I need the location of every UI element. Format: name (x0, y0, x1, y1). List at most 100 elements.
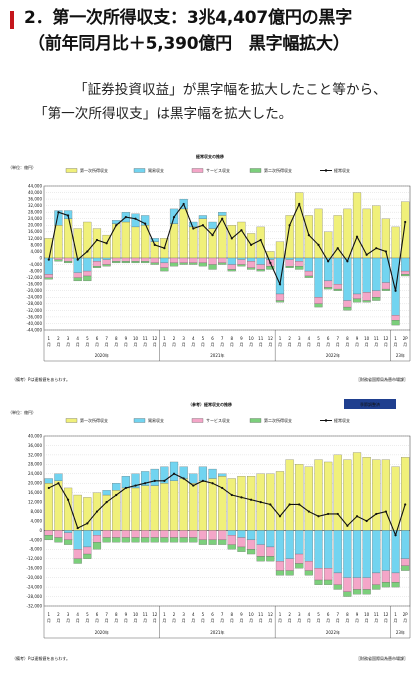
month-label: 6 (211, 336, 214, 341)
bar-segment (121, 487, 130, 531)
month-suffix: 月 (307, 342, 311, 347)
current-account-point (336, 512, 339, 516)
month-suffix: 月 (134, 618, 138, 623)
bar-segment (247, 476, 256, 531)
month-label: 12 (268, 612, 274, 617)
bar-segment (208, 264, 217, 270)
bar-segment (237, 537, 246, 548)
bar-segment (314, 459, 323, 531)
bar-segment (150, 530, 159, 538)
bar-segment (372, 459, 381, 531)
month-label: 1 (279, 612, 282, 617)
y-tick-label: -8,000 (29, 547, 42, 552)
bar-segment (92, 542, 102, 550)
y-tick-label: 16,000 (28, 229, 42, 234)
month-label: 7 (336, 612, 339, 617)
bar-segment (391, 226, 400, 259)
bar-segment (304, 530, 313, 562)
bar-segment (343, 208, 352, 259)
y-tick-label: 12,000 (28, 500, 42, 505)
month-label: 2 (288, 612, 291, 617)
month-label: 10 (364, 336, 370, 341)
bar-segment (64, 261, 73, 264)
bar-segment (218, 262, 227, 265)
bar-segment (362, 292, 371, 301)
current-account-point (66, 214, 70, 217)
legend-label: 第二次所得収支 (264, 417, 292, 423)
current-account-point (365, 519, 368, 523)
bar-segment (247, 261, 256, 268)
bar-segment (247, 530, 256, 541)
current-account-point (66, 498, 70, 501)
legend-label: 第二次所得収支 (264, 167, 292, 173)
bar-segment (169, 530, 179, 538)
summary-text: 「証券投資収益」が黒字幅を拡大したこと等から、「第一次所得収支」は黒字幅を拡大し… (34, 82, 387, 122)
month-suffix: 月 (201, 618, 205, 623)
current-account-point (230, 237, 233, 240)
current-account-point (346, 260, 349, 263)
month-suffix: 月 (95, 342, 99, 347)
month-suffix: 月 (365, 342, 369, 347)
heading-line-2: （前年同月比＋5,390億円 黒字幅拡大） (28, 34, 350, 54)
month-label: 1 (279, 336, 282, 341)
bar-segment (112, 223, 121, 259)
current-account-point (355, 515, 359, 518)
bar-segment (401, 270, 410, 275)
month-label: 7 (221, 612, 224, 617)
bar-segment (275, 570, 285, 576)
bar-segment (237, 259, 246, 265)
y-tick-label: 8,000 (31, 242, 43, 247)
month-suffix: 月 (297, 618, 301, 623)
bar-segment (169, 257, 179, 264)
bar-segment (218, 530, 227, 541)
month-label: 6 (96, 336, 99, 341)
month-label: 6 (327, 612, 330, 617)
month-label: 6 (211, 612, 214, 617)
bar-segment (333, 572, 342, 585)
legend-marker (324, 169, 328, 172)
y-tick-label: -28,000 (27, 594, 43, 599)
month-label: 12 (152, 336, 158, 341)
y-tick-label: -16,000 (27, 282, 43, 287)
bar-segment (131, 537, 140, 543)
bar-segment (198, 539, 207, 545)
bar-segment (102, 264, 111, 267)
bar-segment (352, 293, 362, 300)
heading-line-1: 2．第一次所得収支：3兆4,407億円の黒字 (24, 8, 353, 28)
current-account-point (327, 260, 330, 263)
y-tick-label: 24,000 (28, 216, 42, 221)
year-label: 2022年 (326, 352, 340, 358)
y-tick-label: 20,000 (28, 223, 42, 228)
bar-segment (362, 577, 371, 590)
bar-segment (169, 537, 179, 543)
month-suffix: 月 (105, 342, 109, 347)
year-label: 23年 (396, 629, 405, 635)
y-tick-label: 24,000 (28, 471, 42, 476)
current-account-point (124, 215, 127, 219)
bar-segment (131, 226, 140, 259)
bar-segment (131, 487, 140, 531)
bar-segment (391, 315, 400, 321)
bar-segment (401, 565, 410, 571)
bar-segment (256, 226, 265, 259)
bar-segment (304, 570, 313, 576)
month-label: 2 (173, 612, 176, 617)
chart-title: （参考）経常収支の推移 (188, 401, 232, 407)
month-suffix: 月 (384, 342, 388, 347)
bar-segment (314, 257, 323, 298)
bar-segment (160, 530, 169, 538)
month-label: 4 (192, 336, 195, 341)
month-suffix: 月 (317, 618, 321, 623)
bar-segment (218, 539, 227, 545)
current-account-point (404, 220, 407, 224)
y-tick-label: 0 (39, 528, 42, 533)
bar-segment (285, 570, 294, 576)
bar-segment (121, 261, 130, 264)
current-account-point (47, 486, 50, 490)
current-account-point (298, 503, 301, 506)
current-account-sa-chart-svg: （参考）経常収支の推移 季節調整済 （単位：億円） 第一次所得収支 貿易収支 サービス収支… (8, 399, 411, 661)
current-account-point (375, 247, 378, 250)
bar-segment (208, 478, 217, 531)
year-label: 2021年 (210, 352, 224, 358)
bar-segment (198, 215, 207, 219)
